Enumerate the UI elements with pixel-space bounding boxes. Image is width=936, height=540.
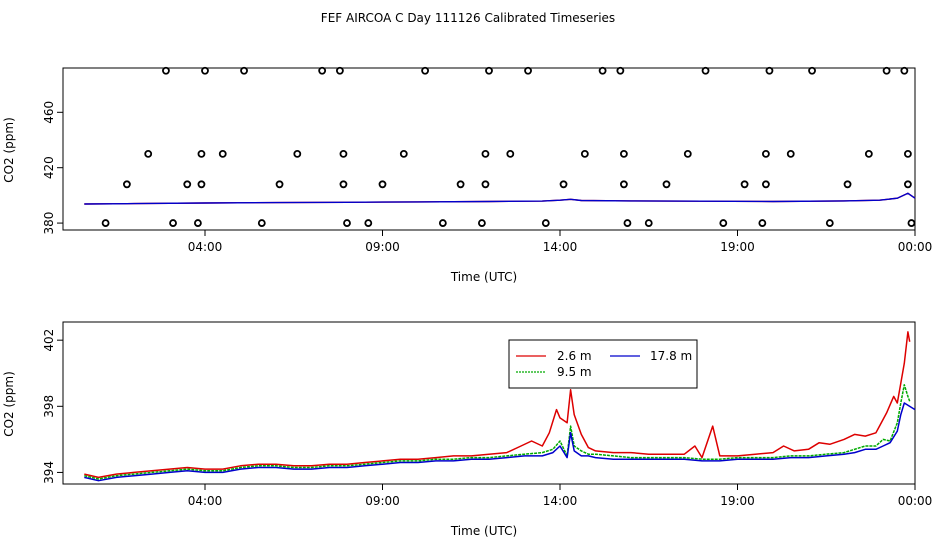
top-marker-8 [197, 149, 206, 158]
top-marker-31 [524, 66, 532, 75]
top-marker-54 [864, 149, 873, 158]
top-marker-12 [257, 219, 266, 227]
top-marker-24 [438, 219, 447, 227]
top-xtick-label-0: 04:00 [188, 240, 223, 254]
top-marker-5 [183, 180, 192, 189]
bottom-panel-frame [62, 321, 916, 485]
top-marker-40 [644, 219, 653, 227]
top-marker-56 [900, 66, 909, 75]
top-xtick-label-2: 14:00 [543, 240, 578, 254]
top-marker-44 [719, 219, 728, 227]
top-panel-frame [62, 67, 916, 231]
top-marker-23 [421, 66, 430, 75]
top-ytick-label-0: 380 [42, 212, 56, 235]
bottom-ytick-label-2: 402 [42, 329, 56, 352]
top-xtick-label-3: 19:00 [720, 240, 755, 254]
bottom-ytick-label-1: 398 [42, 395, 56, 418]
top-marker-57 [904, 149, 912, 158]
top-marker-30 [506, 149, 515, 158]
top-marker-18 [339, 180, 348, 189]
top-marker-33 [559, 180, 568, 189]
bottom-panel-marks [84, 331, 916, 482]
figure-title: FEF AIRCOA C Day 111126 Calibrated Times… [321, 11, 615, 25]
bottom-panel-xlabel: Time (UTC) [450, 524, 517, 538]
top-panel-xlabel: Time (UTC) [450, 270, 517, 284]
bottom-panel: 04:00 09:00 14:00 19:00 00:00 394 398 402 Time … [2, 321, 932, 538]
top-marker-27 [481, 180, 490, 189]
bottom-series-1 [84, 384, 911, 480]
top-marker-14 [293, 149, 302, 158]
top-marker-35 [598, 66, 607, 75]
top-marker-25 [456, 180, 465, 189]
top-panel: 04:00 09:00 14:00 19:00 00:00 380 420 460 Time … [2, 66, 932, 284]
top-marker-48 [762, 149, 770, 158]
top-marker-29 [485, 66, 493, 75]
top-marker-15 [318, 66, 327, 75]
top-marker-59 [907, 219, 916, 227]
bottom-series-0 [84, 331, 911, 479]
bottom-xtick-label-4: 00:00 [898, 494, 933, 508]
top-marker-13 [275, 180, 284, 189]
top-marker-45 [740, 180, 749, 189]
top-marker-58 [904, 180, 912, 189]
top-marker-34 [580, 149, 589, 158]
top-marker-11 [240, 66, 248, 75]
bottom-xtick-label-2: 14:00 [543, 494, 578, 508]
top-marker-0 [101, 219, 110, 227]
legend-box [508, 339, 698, 389]
bottom-ytick-label-0: 394 [42, 461, 56, 484]
top-marker-9 [201, 66, 209, 75]
top-ytick-label-1: 420 [42, 156, 56, 179]
top-marker-36 [616, 66, 625, 75]
top-marker-53 [843, 180, 852, 189]
top-marker-50 [786, 149, 795, 158]
top-ytick-label-2: 460 [42, 101, 56, 124]
top-marker-32 [541, 219, 550, 227]
top-xtick-label-4: 00:00 [898, 240, 933, 254]
top-marker-4 [169, 219, 177, 227]
top-marker-20 [364, 219, 373, 227]
bottom-xtick-label-1: 09:00 [365, 494, 400, 508]
top-marker-49 [765, 66, 774, 75]
top-marker-6 [193, 219, 202, 227]
top-marker-16 [335, 66, 344, 75]
top-panel-ylabel: CO2 (ppm) [2, 117, 16, 183]
top-marker-17 [339, 149, 348, 158]
top-marker-3 [162, 66, 170, 75]
top-marker-21 [378, 180, 387, 189]
legend-label-s1: 2.6 m [557, 349, 592, 363]
bottom-xtick-label-0: 04:00 [188, 494, 223, 508]
top-marker-19 [343, 219, 351, 227]
top-marker-47 [762, 180, 770, 189]
top-marker-37 [620, 149, 628, 158]
top-marker-39 [623, 219, 632, 227]
top-marker-22 [399, 149, 408, 158]
top-marker-43 [701, 66, 710, 75]
top-marker-52 [825, 219, 834, 227]
bottom-panel-axes: 04:00 09:00 14:00 19:00 00:00 394 398 402 [42, 329, 932, 508]
top-panel-axes: 04:00 09:00 14:00 19:00 00:00 380 420 460 [42, 101, 932, 254]
top-marker-2 [144, 149, 153, 158]
top-marker-26 [477, 219, 486, 227]
top-marker-28 [481, 149, 490, 158]
legend-label-s3: 17.8 m [650, 349, 692, 363]
top-marker-1 [123, 180, 131, 189]
bottom-panel-ylabel: CO2 (ppm) [2, 371, 16, 437]
top-marker-42 [683, 149, 692, 158]
bottom-xtick-label-3: 19:00 [720, 494, 755, 508]
top-marker-51 [808, 66, 816, 75]
top-marker-10 [218, 149, 227, 158]
legend: 2.6 m 17.8 m 9.5 m [508, 339, 698, 389]
legend-label-s2: 9.5 m [557, 365, 592, 379]
bottom-series-2 [84, 402, 916, 482]
top-marker-7 [197, 180, 206, 189]
top-marker-55 [882, 66, 891, 75]
top-marker-41 [662, 180, 671, 189]
top-marker-46 [758, 219, 767, 227]
top-trace-0-1 [84, 192, 916, 205]
top-panel-marks [84, 66, 916, 227]
top-xtick-label-1: 09:00 [365, 240, 400, 254]
top-marker-38 [620, 180, 628, 189]
